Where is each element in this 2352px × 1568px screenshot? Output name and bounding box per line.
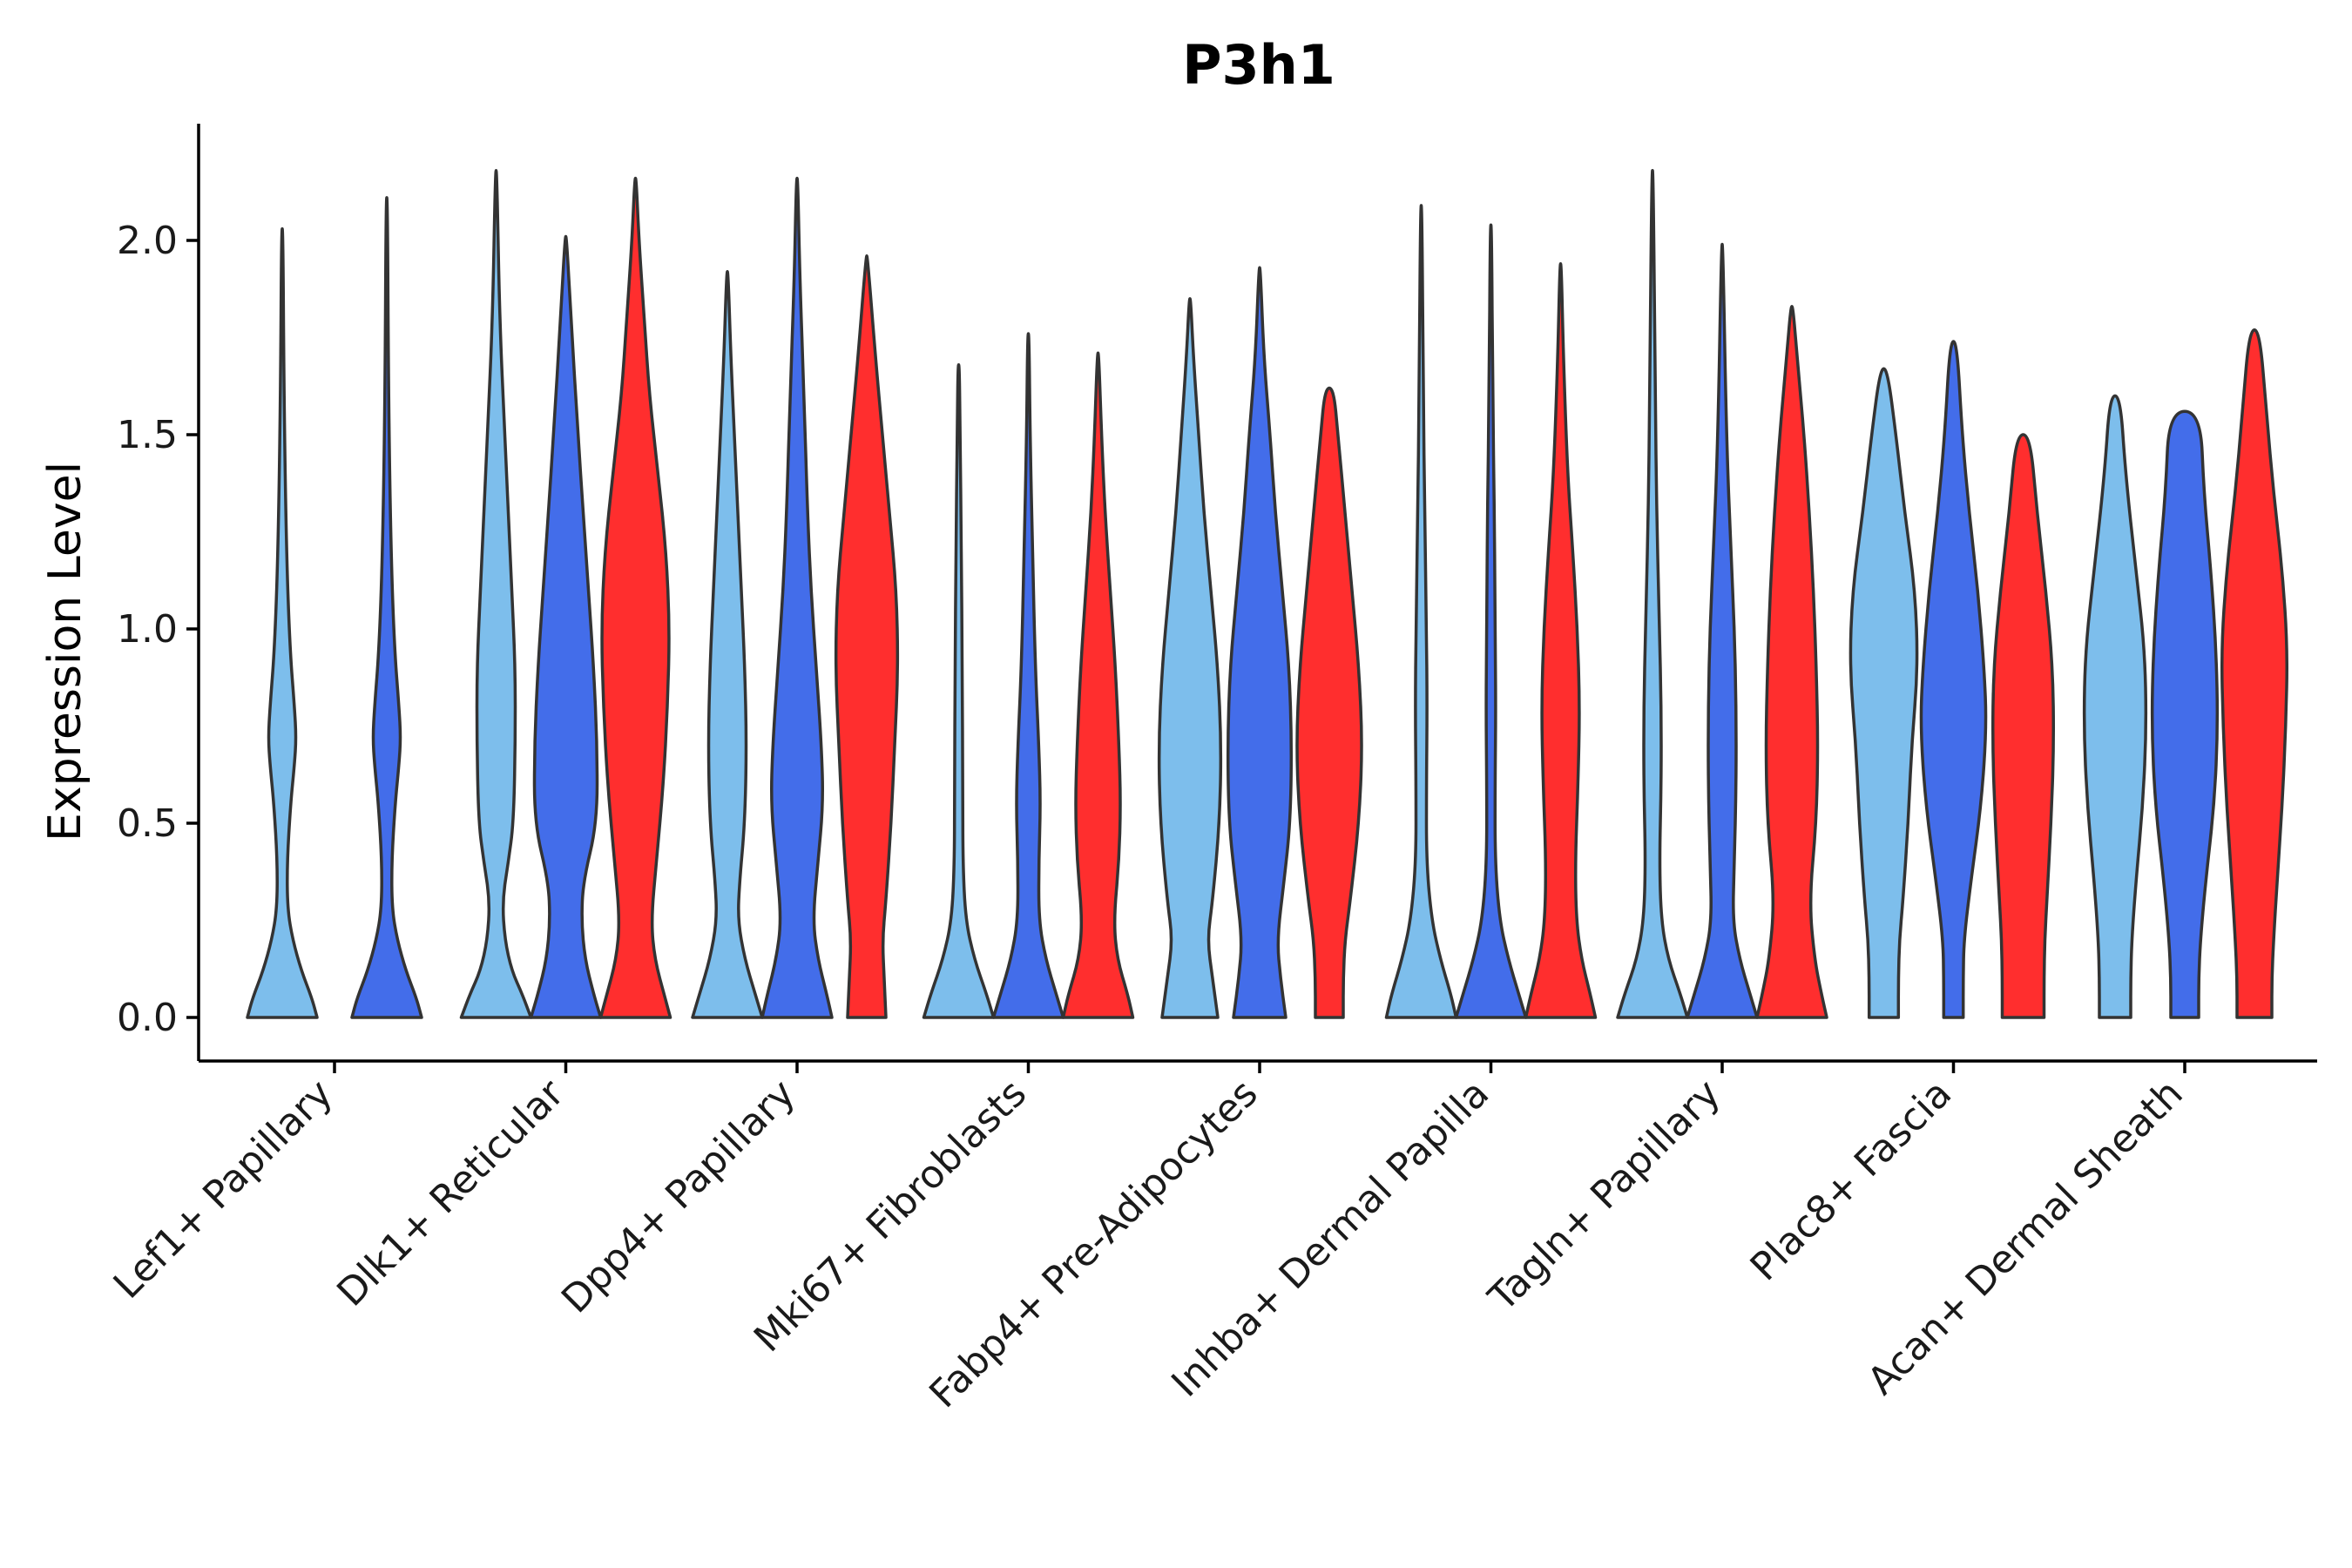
y-tick-label: 0.5 bbox=[117, 801, 178, 846]
y-tick-label: 1.0 bbox=[117, 607, 178, 652]
violin-red bbox=[1524, 262, 1598, 1019]
violin-red bbox=[1755, 305, 1828, 1019]
y-tick-label: 1.5 bbox=[117, 413, 178, 457]
violin-light bbox=[459, 168, 533, 1019]
x-tick-label: Plac8+ Fascia bbox=[1742, 1071, 1961, 1290]
violin-light bbox=[1384, 204, 1458, 1019]
violin-light bbox=[1157, 297, 1223, 1019]
x-tick-label: Tagln+ Papillary bbox=[1480, 1071, 1729, 1321]
violin-light bbox=[246, 226, 319, 1019]
chart-title: P3h1 bbox=[1182, 33, 1335, 97]
violin-blue bbox=[1919, 340, 1988, 1019]
violin-light bbox=[1616, 168, 1689, 1019]
violin-light bbox=[691, 269, 764, 1019]
violin-blue bbox=[2150, 409, 2220, 1019]
violin-red bbox=[834, 254, 900, 1019]
violin-light bbox=[2082, 394, 2148, 1019]
violin-red bbox=[1990, 433, 2056, 1019]
violin-red bbox=[1295, 386, 1363, 1019]
violin-light bbox=[922, 362, 996, 1019]
violin-red bbox=[598, 176, 672, 1019]
y-tick-label: 0.0 bbox=[117, 996, 178, 1040]
violin-red bbox=[1061, 351, 1135, 1019]
x-tick-label: Dpp4+ Papillary bbox=[553, 1071, 804, 1322]
y-tick-label: 2.0 bbox=[117, 219, 178, 263]
violin-blue bbox=[350, 196, 423, 1019]
violin-blue bbox=[991, 332, 1065, 1019]
x-tick-label: Dlk1+ Reticular bbox=[328, 1071, 573, 1315]
violin-blue bbox=[1686, 242, 1759, 1019]
violin-light bbox=[1848, 367, 1919, 1019]
y-axis: 0.0 0.5 1.0 1.5 2.0 bbox=[117, 124, 200, 1061]
y-axis-title: Expression Level bbox=[39, 462, 91, 841]
violin-blue bbox=[529, 234, 603, 1019]
violin-red bbox=[2220, 328, 2288, 1019]
x-tick-label: Lef1+ Papillary bbox=[105, 1071, 341, 1308]
violin-blue bbox=[760, 176, 834, 1019]
violin-blue bbox=[1454, 223, 1528, 1019]
violin-blue bbox=[1226, 266, 1294, 1019]
violins-layer bbox=[246, 168, 2288, 1019]
